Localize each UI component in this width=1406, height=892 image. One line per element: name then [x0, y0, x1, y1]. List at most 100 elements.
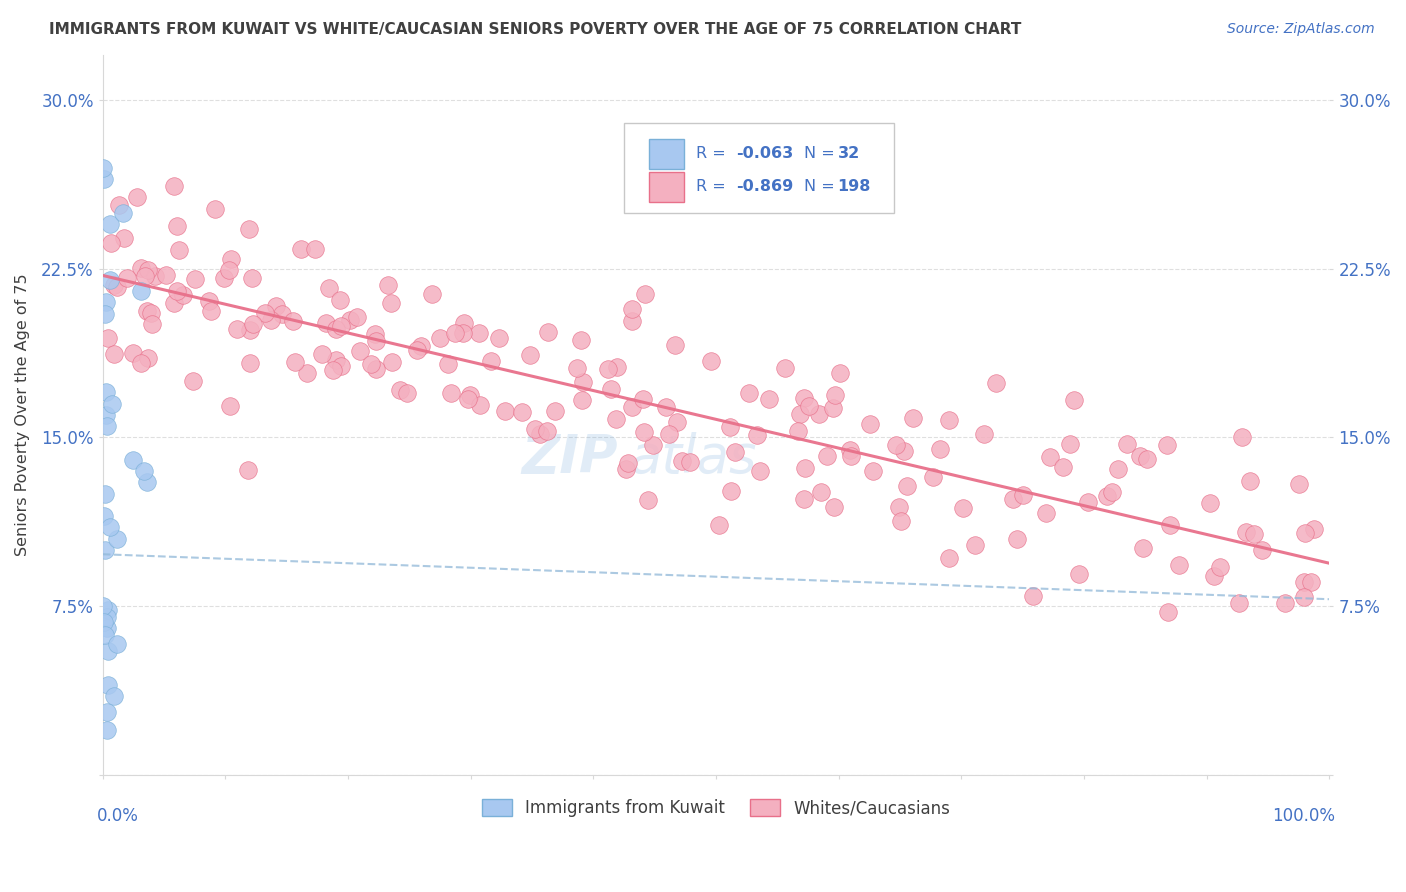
Point	[1202, 569, 1225, 583]
Point	[136, 263, 159, 277]
Point	[136, 475, 159, 490]
Point	[105, 637, 128, 651]
Point	[105, 279, 128, 293]
Point	[458, 388, 481, 402]
Point	[225, 322, 247, 336]
Point	[364, 326, 387, 341]
Text: N =: N =	[804, 179, 841, 194]
Point	[114, 231, 136, 245]
Text: atlas: atlas	[630, 432, 758, 484]
Point	[887, 500, 910, 514]
Point	[96, 723, 118, 737]
Point	[172, 288, 194, 302]
Point	[381, 355, 404, 369]
Point	[536, 424, 558, 438]
Point	[841, 450, 863, 464]
Point	[94, 385, 117, 400]
Point	[606, 359, 628, 374]
Point	[929, 442, 952, 456]
Point	[823, 401, 845, 415]
Point	[94, 408, 117, 422]
Text: Source: ZipAtlas.com: Source: ZipAtlas.com	[1227, 22, 1375, 37]
Point	[664, 338, 686, 352]
Point	[749, 464, 772, 478]
Point	[281, 314, 304, 328]
Point	[890, 514, 912, 528]
Point	[786, 424, 808, 438]
Point	[290, 242, 312, 256]
Point	[239, 356, 262, 370]
Point	[96, 622, 118, 636]
Point	[665, 416, 688, 430]
Point	[621, 314, 644, 328]
Point	[938, 412, 960, 426]
Point	[569, 333, 592, 347]
Point	[1156, 437, 1178, 451]
Point	[793, 492, 815, 507]
Point	[339, 312, 361, 326]
Point	[707, 518, 730, 533]
Point	[134, 269, 156, 284]
Point	[315, 316, 337, 330]
Point	[405, 343, 427, 357]
Point	[411, 339, 433, 353]
Point	[94, 542, 117, 557]
Point	[132, 464, 155, 478]
Point	[620, 400, 643, 414]
Point	[143, 269, 166, 284]
Point	[242, 317, 264, 331]
Point	[1052, 459, 1074, 474]
Point	[720, 484, 742, 499]
Point	[745, 427, 768, 442]
Point	[620, 301, 643, 316]
Point	[122, 452, 145, 467]
Point	[1302, 522, 1324, 536]
Point	[129, 284, 152, 298]
Point	[238, 222, 260, 236]
Point	[598, 362, 620, 376]
Point	[1005, 532, 1028, 546]
Point	[259, 313, 281, 327]
Point	[1039, 450, 1062, 464]
Point	[295, 366, 318, 380]
Point	[903, 411, 925, 425]
Point	[1239, 475, 1261, 489]
Point	[1132, 541, 1154, 556]
Point	[938, 551, 960, 566]
Point	[633, 425, 655, 439]
Point	[738, 386, 761, 401]
Point	[322, 363, 344, 377]
Point	[266, 299, 288, 313]
Point	[815, 449, 838, 463]
Point	[129, 356, 152, 370]
Point	[1107, 462, 1129, 476]
Text: 198: 198	[838, 179, 870, 194]
Point	[451, 326, 474, 340]
Point	[718, 420, 741, 434]
Point	[1101, 485, 1123, 500]
Point	[443, 326, 465, 340]
Point	[429, 331, 451, 345]
Point	[94, 486, 117, 500]
Point	[658, 427, 681, 442]
Point	[105, 532, 128, 546]
Point	[129, 261, 152, 276]
Point	[166, 219, 188, 233]
Point	[896, 479, 918, 493]
Point	[163, 295, 186, 310]
Point	[440, 385, 463, 400]
Point	[823, 500, 845, 514]
Point	[637, 493, 659, 508]
Text: ZIP: ZIP	[522, 432, 617, 484]
Point	[183, 272, 205, 286]
Point	[986, 376, 1008, 391]
Point	[807, 407, 830, 421]
Y-axis label: Seniors Poverty Over the Age of 75: Seniors Poverty Over the Age of 75	[15, 274, 30, 557]
Point	[96, 610, 118, 624]
Point	[100, 236, 122, 251]
Point	[1294, 526, 1316, 541]
Point	[221, 252, 243, 266]
Point	[479, 353, 502, 368]
Point	[98, 273, 121, 287]
Text: IMMIGRANTS FROM KUWAIT VS WHITE/CAUCASIAN SENIORS POVERTY OVER THE AGE OF 75 COR: IMMIGRANTS FROM KUWAIT VS WHITE/CAUCASIA…	[49, 22, 1022, 37]
